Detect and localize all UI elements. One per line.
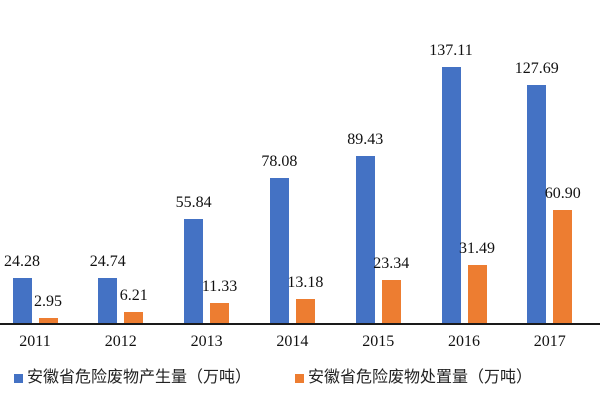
x-tick-2013: 2013 [190,333,223,350]
x-axis-line [0,323,600,325]
legend-label-production: 安徽省危险废物产生量（万吨） [27,369,252,386]
bar-production-2011 [12,278,32,324]
legend-swatch-production [14,373,23,383]
x-tick-2017: 2017 [533,333,566,350]
bar-disposal-2011 [38,318,58,324]
value-label-production-2011: 24.28 [4,253,40,270]
bar-production-2012 [98,278,118,324]
value-label-production-2015: 89.43 [347,131,384,148]
value-label-disposal-2017: 60.90 [544,185,581,202]
x-tick-2014: 2014 [276,333,309,350]
value-label-disposal-2014: 13.18 [287,274,324,291]
legend-swatch-disposal [295,373,304,383]
value-label-production-2017: 127.69 [514,60,559,77]
legend: 安徽省危险废物产生量（万吨） 安徽省危险废物处置量（万吨） [0,366,600,392]
value-label-disposal-2011: 2.95 [34,293,62,310]
legend-item-disposal: 安徽省危险废物处置量（万吨） [295,366,532,390]
value-label-disposal-2012: 6.21 [119,287,148,304]
x-axis-labels: 2011 2012 2013 2014 2015 2016 2017 [0,332,600,352]
value-label-production-2013: 55.84 [175,194,212,211]
x-tick-2016: 2016 [448,333,480,350]
x-tick-2012: 2012 [104,333,137,350]
bar-production-2015 [355,156,375,324]
value-label-production-2014: 78.08 [261,153,298,170]
bar-disposal-2014 [295,299,315,324]
value-label-disposal-2015: 23.34 [373,255,410,272]
bar-disposal-2016 [467,265,487,324]
bar-disposal-2013 [210,303,230,324]
bar-disposal-2015 [381,280,401,324]
x-tick-2011: 2011 [19,333,51,350]
value-label-production-2016: 137.11 [429,42,473,59]
bar-production-2013 [184,219,204,324]
bar-disposal-2017 [553,210,573,324]
bar-disposal-2012 [124,312,144,324]
bar-production-2016 [441,67,461,324]
bar-production-2014 [269,178,289,324]
plot-area: 24.28 2.95 24.74 6.21 55.84 11.33 78.08 13.18 89… [4,42,581,324]
legend-item-production: 安徽省危险废物产生量（万吨） [14,366,251,390]
value-label-disposal-2013: 11.33 [201,278,238,295]
value-label-disposal-2016: 31.49 [459,240,495,257]
x-tick-2015: 2015 [362,333,395,350]
legend-label-disposal: 安徽省危险废物处置量（万吨） [308,369,533,386]
value-label-production-2012: 24.74 [89,253,126,270]
bar-production-2017 [527,85,547,324]
